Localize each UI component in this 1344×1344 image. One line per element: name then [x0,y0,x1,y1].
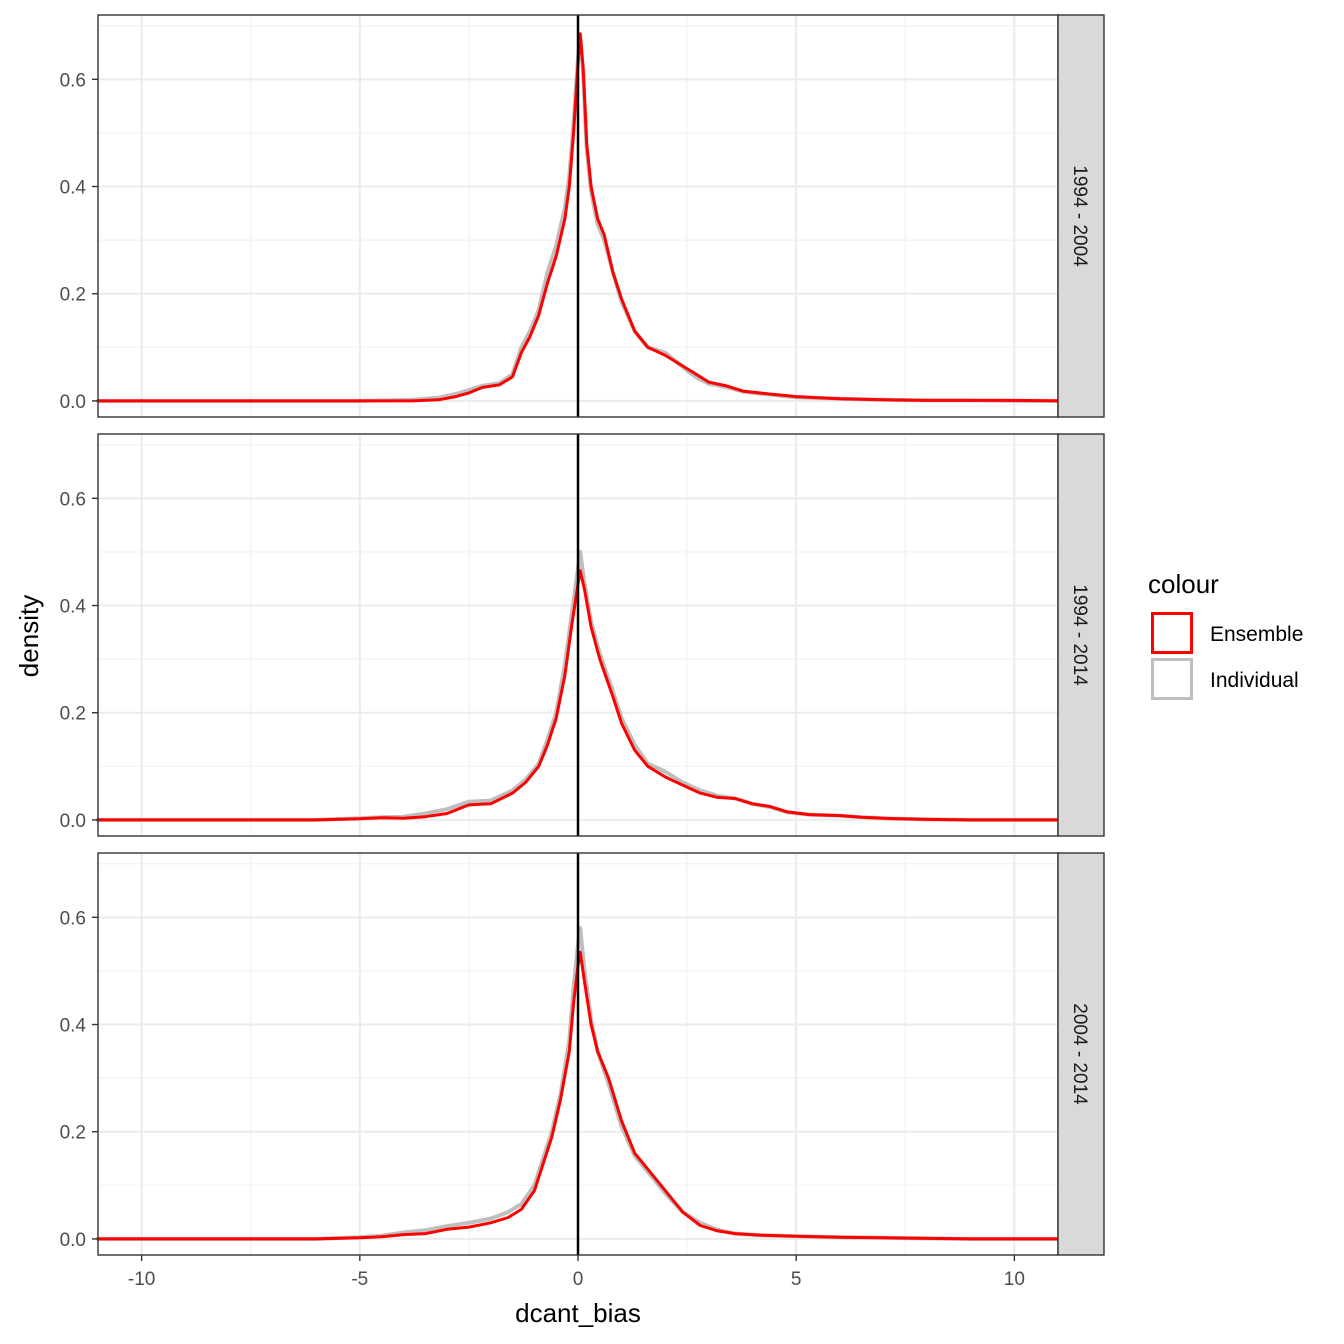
y-tick-label: 0.2 [60,1123,86,1144]
x-axis: -10 -5 0 5 10 [128,1255,1025,1290]
y-tick-label: 0.2 [60,285,86,306]
facet-panel: 0.0 0.2 0.4 0.6 2004 - 2014 [60,852,1105,1256]
facet-panels: 0.0 0.2 0.4 0.6 1994 - 2004 0.0 0.2 0.4 0.6 1994 … [60,14,1105,1256]
legend-key-background [1150,657,1194,701]
legend-key-individual [1151,658,1193,700]
y-tick-label: 0.6 [60,70,86,91]
facet-strip [1057,433,1105,837]
facet-strip [1057,14,1105,418]
x-tick-label: 0 [573,1269,584,1290]
facet-strip-label: 1994 - 2004 [1069,165,1090,267]
y-tick-label: 0.6 [60,908,86,929]
legend-label-individual: Individual [1210,669,1299,692]
legend: colour Ensemble Individual [1148,569,1303,701]
facet-strip-label: 1994 - 2014 [1069,584,1090,686]
x-tick-label: 5 [791,1269,802,1290]
legend-title: colour [1148,569,1219,599]
facet-panel: 0.0 0.2 0.4 0.6 1994 - 2014 [60,433,1105,837]
y-tick-label: 0.0 [60,811,86,832]
y-tick-label: 0.6 [60,489,86,510]
x-tick-label: -10 [128,1269,155,1290]
y-tick-label: 0.4 [60,178,87,199]
legend-key-background [1150,611,1194,655]
legend-key-ensemble [1151,612,1193,654]
series-line-ensemble [96,950,1060,1241]
facet-panel: 0.0 0.2 0.4 0.6 1994 - 2004 [60,14,1105,418]
y-tick-label: 0.0 [60,1230,86,1251]
series-line-ensemble [96,569,1060,822]
y-tick-label: 0.4 [60,597,87,618]
x-tick-label: -5 [351,1269,368,1290]
facet-strip-label: 2004 - 2014 [1069,1003,1090,1105]
facet-strip [1057,852,1105,1256]
y-tick-label: 0.4 [60,1016,87,1037]
y-tick-label: 0.2 [60,704,86,725]
y-axis-title: density [14,595,44,677]
y-tick-label: 0.0 [60,392,86,413]
x-tick-label: 10 [1004,1269,1025,1290]
legend-label-ensemble: Ensemble [1210,623,1303,646]
x-axis-title: dcant_bias [515,1298,641,1328]
series-line-ensemble [96,32,1060,403]
